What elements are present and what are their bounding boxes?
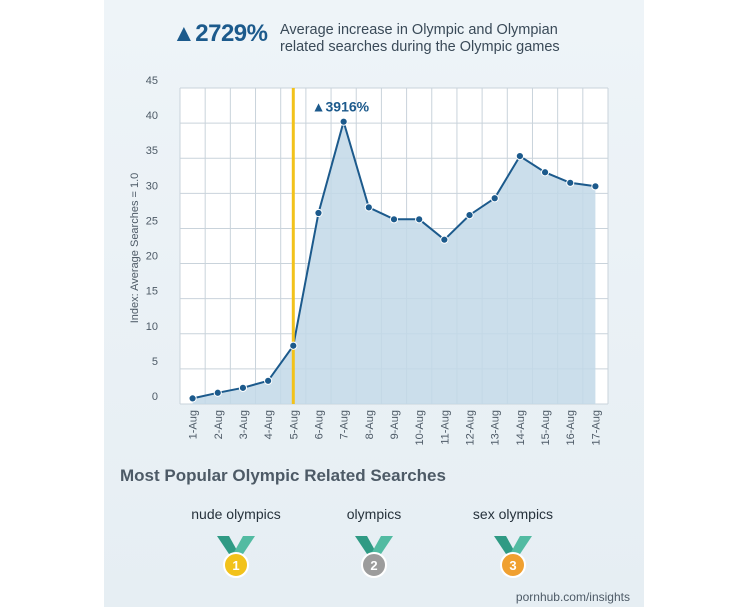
data-point: [566, 178, 575, 187]
data-point: [389, 215, 399, 224]
y-tick-label: 30: [146, 180, 158, 192]
headline-description: Average increase in Olympic and Olympian…: [280, 22, 620, 56]
data-point: [490, 194, 499, 203]
x-tick-label: 1-Aug: [188, 410, 200, 439]
source-credit: pornhub.com/insights: [515, 590, 630, 604]
x-tick-label: 12-Aug: [465, 410, 477, 445]
x-tick-label: 2-Aug: [213, 410, 225, 439]
medal-disc: [223, 552, 249, 578]
data-point: [188, 394, 197, 403]
data-point: [213, 388, 222, 397]
x-tick-label: 17-Aug: [590, 410, 602, 445]
x-tick-label: 3-Aug: [238, 410, 250, 439]
x-tick-label: 11-Aug: [439, 410, 451, 445]
y-tick-label: 40: [146, 110, 158, 122]
medal-disc: [500, 552, 526, 578]
y-axis-ticks: 0 5 10 15 20 25 30 35 40 45: [146, 75, 158, 403]
headline: ▲2729% Average increase in Olympic and O…: [172, 18, 632, 58]
x-tick-label: 9-Aug: [389, 410, 401, 439]
data-point: [289, 341, 298, 350]
headline-description-line1: Average increase in Olympic and Olympian: [280, 22, 558, 38]
y-tick-label: 35: [146, 145, 158, 157]
popular-item-1: nude olympics 1: [166, 506, 306, 582]
y-tick-label: 25: [146, 215, 158, 227]
x-tick-label: 15-Aug: [540, 410, 552, 445]
data-point: [465, 211, 474, 220]
popular-item-3: sex olympics 3: [443, 506, 583, 582]
x-tick-label: 13-Aug: [490, 410, 502, 445]
data-point: [540, 168, 550, 177]
popular-item-2: olympics 2: [304, 506, 444, 582]
y-tick-label: 20: [146, 251, 158, 263]
chart-area-fill: [192, 121, 596, 404]
y-axis-label: Index: Average Searches = 1.0: [129, 173, 141, 324]
y-tick-label: 5: [152, 356, 158, 368]
peak-annotation: ▲3916%: [312, 99, 370, 115]
y-tick-label: 45: [146, 75, 158, 87]
data-point: [339, 117, 348, 126]
x-tick-label: 7-Aug: [339, 410, 351, 439]
data-point: [515, 152, 524, 161]
x-tick-label: 4-Aug: [263, 410, 275, 439]
x-tick-label: 10-Aug: [414, 410, 426, 445]
headline-description-line2: related searches during the Olympic game…: [280, 39, 560, 55]
popular-item-label: nude olympics: [191, 506, 281, 522]
data-point: [238, 383, 248, 392]
y-tick-label: 10: [146, 321, 158, 333]
medal-rank: 1: [232, 558, 239, 573]
bronze-medal-icon: 3: [494, 536, 532, 578]
data-point: [364, 203, 373, 212]
y-tick-label: 0: [152, 391, 158, 403]
popular-item-label: sex olympics: [472, 506, 554, 522]
medal-disc: [361, 552, 387, 578]
x-tick-label: 5-Aug: [288, 410, 300, 439]
headline-stat: ▲2729%: [172, 20, 268, 47]
y-tick-label: 15: [146, 286, 158, 298]
chart-points: [188, 117, 600, 403]
data-point: [440, 235, 449, 244]
data-point: [415, 215, 424, 224]
x-tick-label: 8-Aug: [364, 410, 376, 439]
data-point: [264, 376, 273, 385]
x-tick-label: 16-Aug: [565, 410, 577, 445]
data-point: [591, 182, 600, 191]
medal-rank: 3: [509, 558, 516, 573]
x-tick-label: 14-Aug: [515, 410, 527, 445]
popular-searches-title: Most Popular Olympic Related Searches: [120, 466, 446, 485]
x-axis-ticks: 1-Aug 2-Aug 3-Aug 4-Aug 5-Aug 6-Aug 7-Aug 8-Aug…: [188, 410, 603, 445]
x-tick-label: 6-Aug: [313, 410, 325, 439]
silver-medal-icon: 2: [355, 536, 393, 578]
medal-rank: 2: [370, 558, 377, 573]
search-index-chart: 0 5 10 15 20 25 30 35 40 45 1-Aug 2-Aug 3-Aug 4-Aug 5…: [129, 75, 609, 445]
gold-medal-icon: 1: [217, 536, 255, 578]
popular-item-label: olympics: [346, 506, 402, 522]
data-point: [314, 208, 323, 218]
